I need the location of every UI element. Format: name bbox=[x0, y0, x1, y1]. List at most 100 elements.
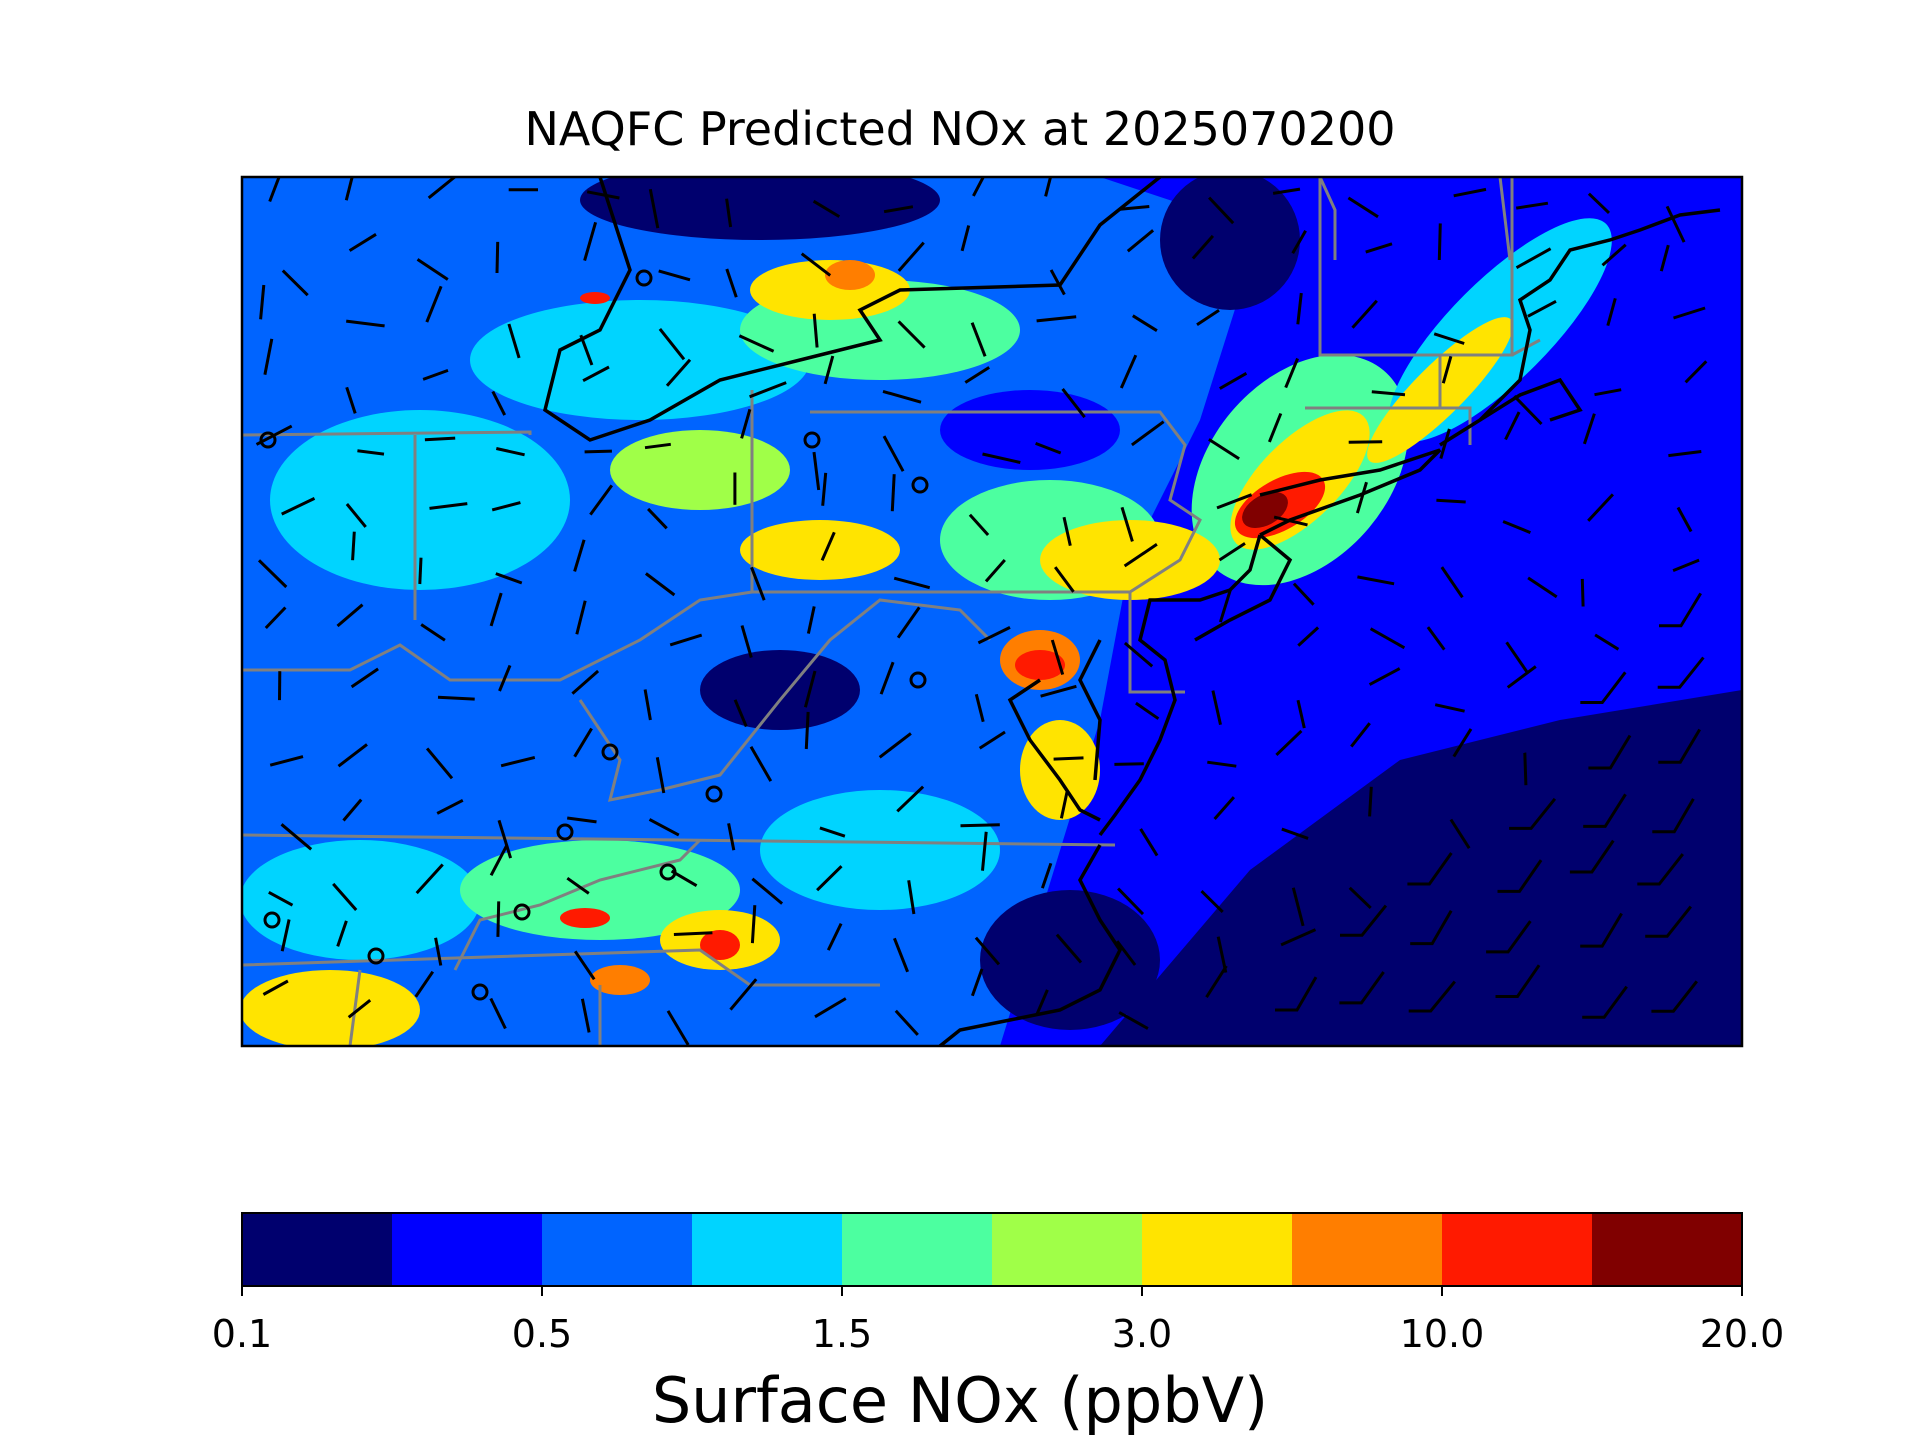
wind-barb bbox=[1410, 909, 1453, 946]
patch-yellow-6 bbox=[1020, 720, 1100, 820]
wind-barb bbox=[804, 711, 810, 750]
colorbar-swatch bbox=[992, 1213, 1143, 1286]
wind-barb bbox=[1439, 428, 1451, 460]
wind-barb bbox=[418, 557, 423, 585]
wind-barb bbox=[1676, 506, 1693, 533]
wind-barb bbox=[1583, 793, 1627, 828]
wind-barb bbox=[893, 576, 931, 590]
wind-barb bbox=[970, 322, 987, 357]
wind-barb bbox=[816, 865, 843, 892]
border-segment bbox=[242, 948, 880, 987]
wind-barb bbox=[268, 177, 281, 203]
wind-barb bbox=[280, 919, 291, 952]
wind-barb bbox=[1040, 684, 1077, 698]
colorbar-swatch bbox=[392, 1213, 543, 1286]
wind-barb bbox=[1123, 641, 1154, 668]
map-panel bbox=[242, 177, 1742, 1046]
patch-dark-1 bbox=[580, 177, 940, 240]
wind-barb bbox=[584, 449, 612, 454]
nox-field bbox=[242, 177, 1742, 1046]
wind-barb bbox=[821, 472, 828, 506]
wind-barb bbox=[658, 327, 686, 361]
wind-barb bbox=[670, 869, 698, 887]
wind-barb bbox=[1049, 269, 1066, 296]
wind-barb bbox=[1523, 752, 1528, 786]
wind-barb bbox=[573, 539, 586, 572]
wind-barb bbox=[1365, 242, 1393, 254]
wind-barb bbox=[1434, 703, 1465, 713]
wind-barb bbox=[896, 606, 921, 639]
border-segment bbox=[578, 598, 992, 802]
wind-barb bbox=[427, 177, 458, 200]
site-marker bbox=[263, 911, 281, 929]
wind-barb bbox=[1350, 722, 1371, 748]
wind-barb bbox=[1527, 576, 1558, 599]
wind-barb bbox=[819, 826, 846, 838]
wind-barb bbox=[960, 823, 1000, 828]
wind-barb bbox=[1502, 520, 1531, 534]
wind-barb bbox=[580, 998, 591, 1033]
border-segment bbox=[1128, 592, 1185, 694]
wind-barb bbox=[437, 695, 475, 701]
wind-barb bbox=[1297, 626, 1320, 647]
colorbar-swatch bbox=[542, 1213, 693, 1286]
wind-barb bbox=[1059, 791, 1069, 819]
wind-barb bbox=[1115, 940, 1137, 966]
wind-barb bbox=[1601, 243, 1627, 267]
wind-barb bbox=[823, 355, 835, 385]
coast-segment bbox=[1439, 377, 1583, 447]
wind-barb bbox=[1569, 839, 1615, 874]
colorbar-swatch bbox=[842, 1213, 993, 1286]
wind-barb bbox=[582, 365, 610, 383]
wind-barb bbox=[1371, 390, 1406, 397]
wind-barb bbox=[883, 205, 914, 214]
colorbar-tick-label: 20.0 bbox=[1699, 1312, 1785, 1356]
wind-barb bbox=[491, 390, 507, 416]
site-marker bbox=[911, 476, 929, 494]
wind-barb bbox=[1515, 201, 1549, 210]
wind-barb bbox=[1351, 299, 1378, 329]
wind-barb bbox=[1426, 626, 1446, 651]
map-title: NAQFC Predicted NOx at 2025070200 bbox=[524, 102, 1396, 156]
wind-barb bbox=[567, 816, 597, 824]
wind-barb bbox=[1139, 828, 1159, 857]
wind-barb bbox=[733, 699, 748, 728]
colorbar-tick-label: 10.0 bbox=[1399, 1312, 1485, 1356]
wind-barb bbox=[749, 746, 773, 782]
wind-barb bbox=[1040, 862, 1053, 889]
colorbar-label: Surface NOx (ppbV) bbox=[651, 1364, 1269, 1437]
wind-barb bbox=[1291, 887, 1305, 927]
wind-barb bbox=[434, 937, 443, 966]
wind-barb bbox=[1587, 192, 1611, 214]
wind-barb bbox=[1594, 388, 1622, 397]
border-segment bbox=[1318, 177, 1337, 260]
wind-barb bbox=[1408, 980, 1456, 1013]
colorbar-swatch bbox=[1292, 1213, 1443, 1286]
wind-barb bbox=[425, 747, 454, 780]
wind-barb bbox=[644, 442, 671, 450]
wind-barb bbox=[729, 978, 758, 1011]
wind-barb bbox=[1061, 387, 1086, 419]
wind-barb bbox=[1606, 298, 1617, 326]
wind-barb bbox=[1118, 1011, 1149, 1030]
wind-barb bbox=[750, 566, 766, 601]
wind-barb bbox=[1347, 196, 1379, 219]
colorbar-swatch bbox=[1592, 1213, 1743, 1286]
site-marker bbox=[705, 785, 723, 803]
wind-barb bbox=[1665, 205, 1686, 243]
wind-barb bbox=[1580, 671, 1627, 704]
wind-barb bbox=[1296, 292, 1303, 325]
wind-barbs bbox=[255, 177, 1708, 1046]
wind-barb bbox=[1369, 627, 1406, 650]
wind-barb bbox=[436, 798, 464, 815]
wind-barb bbox=[1582, 985, 1628, 1019]
wind-barb bbox=[1208, 438, 1240, 461]
wind-barb bbox=[1436, 498, 1466, 504]
patch-red-5 bbox=[580, 292, 610, 304]
wind-barb bbox=[586, 190, 620, 200]
wind-barb bbox=[826, 922, 843, 951]
wind-barb bbox=[806, 606, 816, 634]
map-border bbox=[240, 175, 1744, 1048]
wind-barb bbox=[336, 603, 364, 628]
